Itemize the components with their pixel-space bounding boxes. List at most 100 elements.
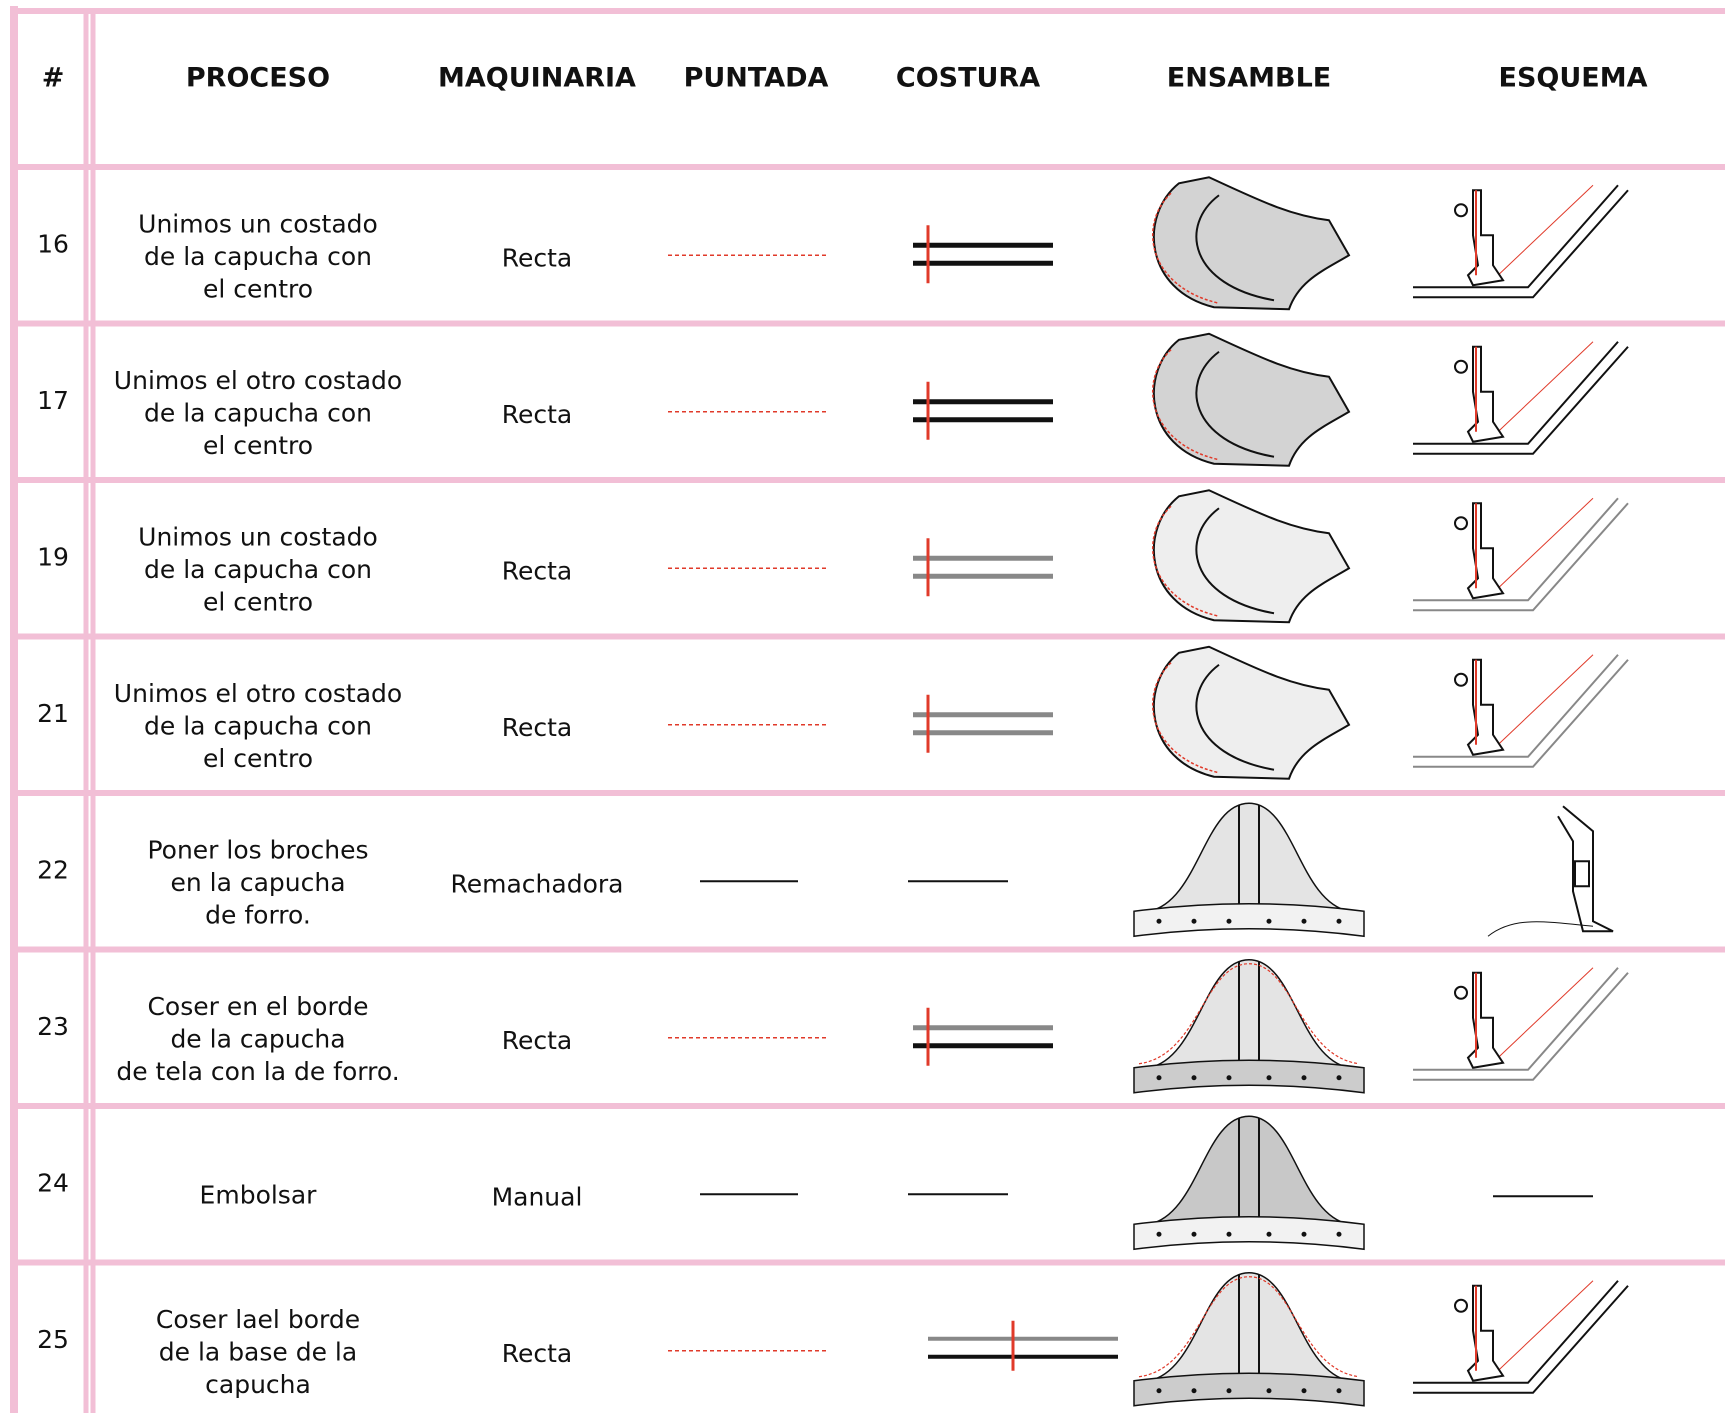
process-text: en la capucha xyxy=(170,868,345,897)
column-header: ENSAMBLE xyxy=(1167,63,1331,94)
machine-text: Recta xyxy=(502,1026,573,1055)
machine-text: Remachadora xyxy=(451,869,624,898)
fabric xyxy=(1413,341,1629,455)
process-text: capucha xyxy=(205,1370,311,1399)
snap xyxy=(1336,1075,1342,1081)
column-header: PUNTADA xyxy=(684,63,829,94)
snap xyxy=(1336,918,1342,924)
machine-text: Recta xyxy=(502,1339,573,1368)
fabric-stitch xyxy=(1497,967,1594,1059)
schema-drawing xyxy=(1487,805,1614,937)
riveter-spring xyxy=(1574,860,1590,888)
snap xyxy=(1266,918,1272,924)
hood-piece xyxy=(1152,489,1351,624)
machine-text: Recta xyxy=(502,713,573,742)
snap xyxy=(1336,1231,1342,1237)
screw xyxy=(1454,203,1468,218)
machine-text: Manual xyxy=(492,1182,583,1211)
hood-band xyxy=(1133,1059,1365,1094)
fabric xyxy=(1413,654,1629,768)
process-text: de la capucha con xyxy=(144,242,372,271)
process-text: de tela con la de forro. xyxy=(116,1057,399,1086)
screw xyxy=(1454,1298,1468,1313)
hood-stitch xyxy=(1138,963,1360,1065)
hood-piece xyxy=(1148,1271,1350,1382)
snap xyxy=(1301,1388,1307,1394)
column-header: ESQUEMA xyxy=(1499,63,1648,94)
process-text: el centro xyxy=(203,744,313,773)
process-text: el centro xyxy=(203,587,313,616)
process-text: Unimos un costado xyxy=(138,522,378,551)
snap xyxy=(1156,918,1162,924)
hood-piece xyxy=(1148,802,1350,912)
column-header: MAQUINARIA xyxy=(438,63,636,94)
seam-icon xyxy=(928,1320,1118,1371)
hood-inner xyxy=(1195,350,1275,458)
schema-drawing xyxy=(1413,341,1629,455)
screw xyxy=(1454,985,1468,1000)
hood-piece xyxy=(1152,176,1351,311)
seam-icon xyxy=(913,1007,1053,1066)
process-text: el centro xyxy=(203,431,313,460)
snap xyxy=(1226,1231,1232,1237)
process-text: Unimos el otro costado xyxy=(114,366,402,395)
snap xyxy=(1156,1388,1162,1394)
hood-piece xyxy=(1152,645,1351,780)
hood-band xyxy=(1133,903,1365,938)
fabric-stitch xyxy=(1497,497,1594,589)
hood-stitch xyxy=(1151,505,1220,617)
schema-drawing xyxy=(1413,1280,1629,1394)
schema-drawing xyxy=(1413,497,1629,612)
assembly-drawing xyxy=(1133,1115,1365,1251)
machine-text: Recta xyxy=(502,556,573,585)
process-text: de la capucha con xyxy=(144,711,372,740)
row-number: 21 xyxy=(37,699,69,728)
snap xyxy=(1226,918,1232,924)
row-number: 23 xyxy=(37,1012,69,1041)
assembly-drawing xyxy=(1133,1271,1365,1407)
row-number: 16 xyxy=(37,229,69,258)
machine-text: Recta xyxy=(502,243,573,272)
process-text: Coser lael borde xyxy=(156,1305,360,1334)
process-text: Unimos un costado xyxy=(138,209,378,238)
fabric xyxy=(1487,921,1594,937)
assembly-drawing xyxy=(1133,958,1365,1094)
process-text: de la capucha con xyxy=(144,398,372,427)
schema-drawing xyxy=(1413,654,1629,768)
riveter xyxy=(1557,805,1614,933)
hood-inner xyxy=(1195,663,1275,771)
snap xyxy=(1266,1388,1272,1394)
fabric xyxy=(1413,1280,1629,1394)
snap xyxy=(1266,1231,1272,1237)
row-number: 19 xyxy=(37,542,69,571)
snap xyxy=(1191,918,1197,924)
assembly-drawing xyxy=(1151,176,1351,311)
fabric-stitch xyxy=(1497,341,1594,433)
seam-icon xyxy=(913,381,1053,440)
screw xyxy=(1454,359,1468,374)
fabric-stitch xyxy=(1497,1280,1594,1372)
hood-inner xyxy=(1195,194,1275,302)
assembly-drawing xyxy=(1133,802,1365,938)
seam-icon xyxy=(913,538,1053,597)
snap xyxy=(1301,918,1307,924)
snap xyxy=(1156,1231,1162,1237)
row-number: 25 xyxy=(37,1325,69,1354)
assembly-drawing xyxy=(1151,489,1351,624)
snap xyxy=(1226,1075,1232,1081)
hood-inner xyxy=(1195,507,1275,615)
assembly-drawing xyxy=(1151,645,1351,780)
snap xyxy=(1301,1231,1307,1237)
hood-band xyxy=(1133,1372,1365,1407)
snap xyxy=(1191,1075,1197,1081)
hood-piece xyxy=(1148,958,1350,1069)
column-header: PROCESO xyxy=(186,63,330,94)
hood-stitch xyxy=(1151,349,1220,461)
process-text: de la capucha con xyxy=(144,555,372,584)
row-number: 22 xyxy=(37,855,69,884)
seam-icon xyxy=(913,225,1053,284)
snap xyxy=(1226,1388,1232,1394)
snap xyxy=(1266,1075,1272,1081)
